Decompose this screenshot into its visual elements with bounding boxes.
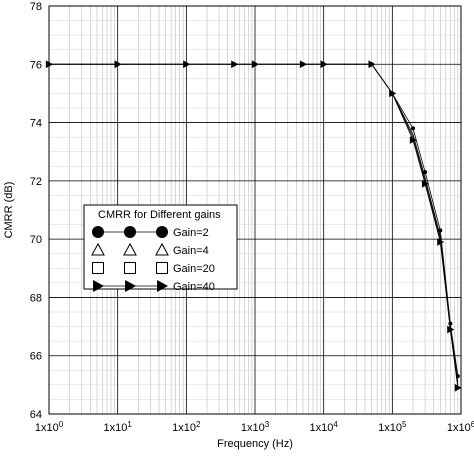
marker-square <box>92 262 104 274</box>
legend-row: Gain=2 <box>92 226 209 239</box>
x-tick-label: 1x103 <box>241 420 270 434</box>
marker-triangle-right <box>45 60 53 69</box>
y-tick-label: 68 <box>30 292 42 304</box>
series-layer <box>45 60 462 392</box>
marker-circle <box>156 226 168 238</box>
marker-triangle <box>155 242 169 256</box>
y-tick-label: 72 <box>30 176 42 188</box>
marker-triangle-right <box>183 60 191 69</box>
x-tick-label: 1x101 <box>104 420 133 434</box>
legend-row: Gain=4 <box>91 242 209 257</box>
y-axis-title: CMRR (dB) <box>3 182 15 239</box>
legend-rows: Gain=2 Gain=4 Gain=20 Gain=40 <box>91 226 215 293</box>
marker-triangle-right <box>437 238 445 246</box>
legend-label: Gain=40 <box>173 281 215 293</box>
y-tick-label: 74 <box>30 118 42 130</box>
marker-square <box>156 262 168 274</box>
y-tick-label: 76 <box>30 59 42 71</box>
y-tick-labels: 64 66 68 70 72 74 76 78 <box>30 1 42 421</box>
plot-frame <box>48 5 462 415</box>
x-axis-title: Frequency (Hz) <box>217 438 293 450</box>
y-tick-label: 66 <box>30 351 42 363</box>
legend-label: Gain=20 <box>173 263 215 275</box>
y-tick-label: 64 <box>30 409 42 421</box>
marker-triangle-right <box>409 136 417 144</box>
y-tick-label: 70 <box>30 234 42 246</box>
legend-row: Gain=40 <box>93 279 215 293</box>
marker-square <box>124 262 136 274</box>
x-tick-labels: 1x100 1x101 1x102 1x103 1x104 1x105 1x106 <box>35 420 474 434</box>
marker-triangle-right <box>125 279 137 293</box>
marker-triangle-right <box>93 279 105 293</box>
marker-triangle-right <box>231 60 239 69</box>
x-tick-label: 1x102 <box>172 420 201 434</box>
legend-row: Gain=20 <box>92 262 215 275</box>
marker-triangle-right <box>299 60 307 69</box>
marker-triangle-right <box>447 325 455 334</box>
marker-circle <box>411 126 416 131</box>
marker-triangle-right <box>421 179 429 188</box>
marker-triangle-right <box>114 60 122 69</box>
legend-label: Gain=2 <box>173 227 209 239</box>
legend: CMRR for Different gains Gain=2Gain=4Gai… <box>83 204 238 293</box>
marker-triangle-right <box>251 60 259 69</box>
x-tick-label: 1x100 <box>35 420 64 434</box>
marker-circle <box>124 226 136 238</box>
marker-circle <box>92 226 104 238</box>
x-tick-label: 1x104 <box>310 420 339 434</box>
legend-label: Gain=4 <box>173 245 209 257</box>
marker-triangle <box>123 242 137 256</box>
x-tick-label: 1x105 <box>378 420 407 434</box>
y-tick-label: 78 <box>30 1 42 13</box>
marker-triangle-right <box>389 89 397 98</box>
marker-triangle-right <box>368 60 376 69</box>
series-line <box>49 63 459 388</box>
x-tick-label: 1x106 <box>447 420 474 434</box>
marker-triangle-right <box>320 60 328 69</box>
legend-title: CMRR for Different gains <box>98 209 221 221</box>
marker-triangle-right <box>454 383 462 392</box>
marker-triangle <box>91 242 105 256</box>
marker-triangle-right <box>157 279 169 293</box>
